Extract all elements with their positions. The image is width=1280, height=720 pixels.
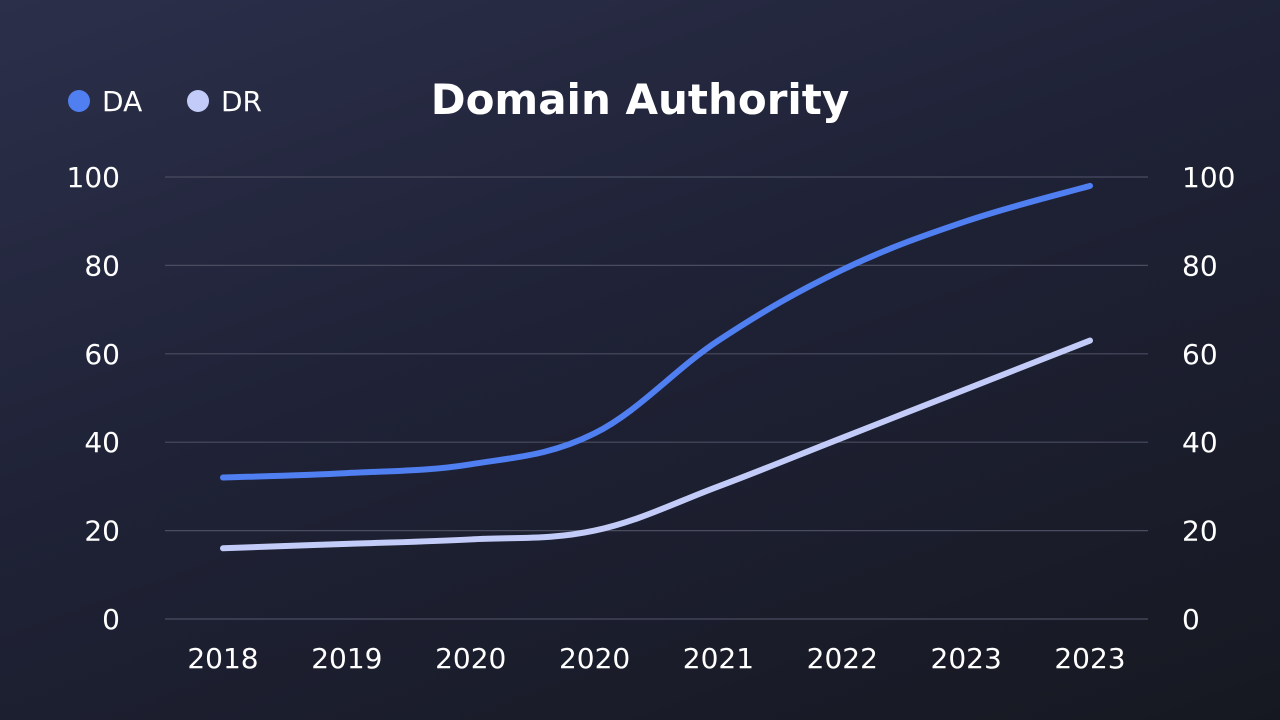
- legend-label-da: DA: [102, 85, 142, 118]
- legend-marker-dr: [187, 90, 209, 112]
- series-line-da: [220, 182, 1093, 481]
- x-axis: 2018 2019 2020 2020 2021 2022 2023 2023: [187, 642, 1125, 675]
- y-axis-right: 0 20 40 60 80 100: [1182, 161, 1235, 636]
- x-tick-label: 2021: [683, 642, 754, 675]
- series-line-dr: [220, 337, 1093, 552]
- series-group: [220, 182, 1093, 552]
- y-tick-label-right: 40: [1182, 426, 1218, 459]
- x-tick-label: 2023: [931, 642, 1002, 675]
- legend-marker-da: [68, 90, 90, 112]
- y-tick-label-right: 100: [1182, 161, 1235, 194]
- y-tick-label-left: 80: [84, 249, 120, 282]
- x-tick-label: 2019: [311, 642, 382, 675]
- y-tick-label-right: 80: [1182, 249, 1218, 282]
- y-tick-label-right: 0: [1182, 603, 1200, 636]
- y-tick-label-left: 40: [84, 426, 120, 459]
- y-tick-label-right: 60: [1182, 338, 1218, 371]
- x-tick-label: 2020: [559, 642, 630, 675]
- x-tick-label: 2022: [807, 642, 878, 675]
- chart-title: Domain Authority: [431, 75, 850, 124]
- y-axis-left: 0 20 40 60 80 100: [67, 161, 120, 636]
- grid: [165, 176, 1148, 620]
- legend: DA DR: [68, 85, 262, 118]
- y-tick-label-left: 100: [67, 161, 120, 194]
- x-tick-label: 2023: [1054, 642, 1125, 675]
- x-tick-label: 2020: [435, 642, 506, 675]
- y-tick-label-left: 0: [102, 603, 120, 636]
- x-tick-label: 2018: [187, 642, 258, 675]
- legend-label-dr: DR: [221, 85, 262, 118]
- y-tick-label-left: 60: [84, 338, 120, 371]
- y-tick-label-right: 20: [1182, 515, 1218, 548]
- y-tick-label-left: 20: [84, 515, 120, 548]
